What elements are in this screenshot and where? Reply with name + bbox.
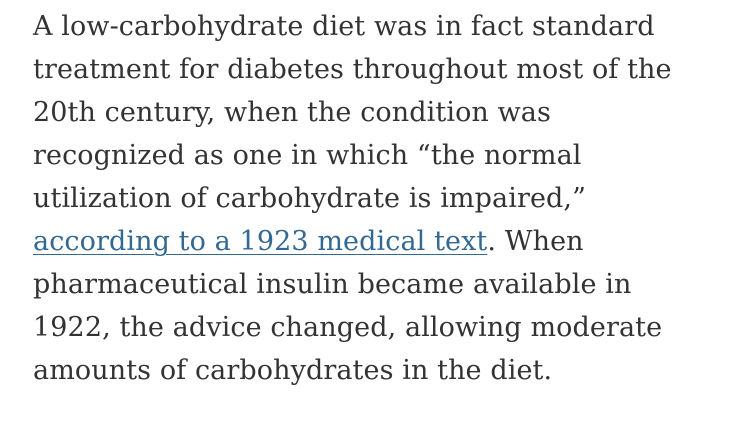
paragraph-text-after-link: . When pharmaceutical insulin became ava… <box>33 226 663 386</box>
medical-text-link[interactable]: according to a 1923 medical text <box>33 226 488 257</box>
article-body: A low-carbohydrate diet was in fact stan… <box>33 5 710 392</box>
article-paragraph: A low-carbohydrate diet was in fact stan… <box>33 5 710 392</box>
paragraph-text-before-link: A low-carbohydrate diet was in fact stan… <box>33 11 672 214</box>
